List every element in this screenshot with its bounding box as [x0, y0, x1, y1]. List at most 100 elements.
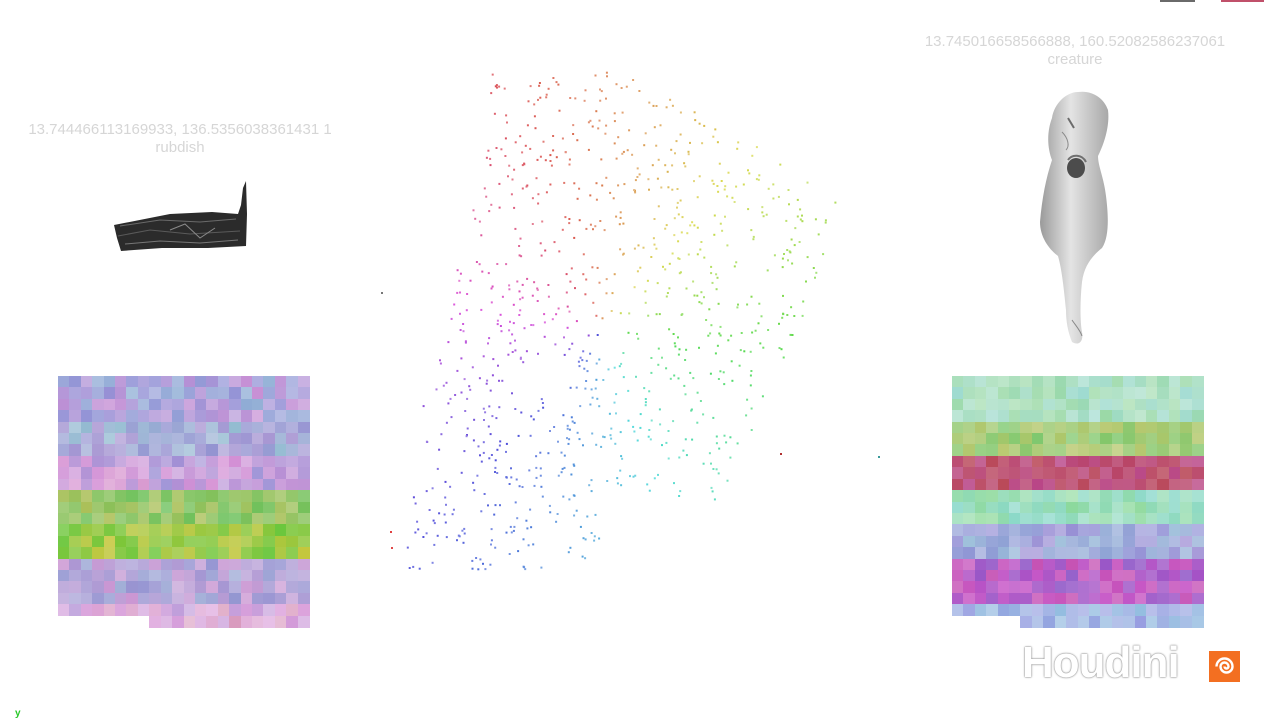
- mosaic-cell: [1088, 376, 1101, 388]
- mosaic-cell: [160, 455, 173, 468]
- left-mesh-object[interactable]: [114, 181, 247, 251]
- cloud-point: [584, 557, 587, 560]
- mosaic-cell: [997, 524, 1010, 537]
- cloud-point: [477, 568, 480, 571]
- cloud-point: [576, 197, 579, 200]
- mosaic-cell: [1088, 592, 1101, 605]
- mosaic-cell: [274, 444, 287, 457]
- cloud-point: [525, 519, 528, 522]
- mosaic-cell: [1123, 569, 1136, 582]
- mosaic-cell: [229, 433, 242, 446]
- cloud-point: [581, 359, 584, 362]
- cloud-point: [522, 565, 525, 568]
- cloud-point: [673, 482, 675, 485]
- cloud-point: [489, 157, 492, 160]
- cloud-point: [599, 99, 602, 102]
- cloud-point: [673, 234, 676, 237]
- mosaic-cell: [1031, 387, 1044, 400]
- mosaic-cell: [263, 421, 276, 434]
- mosaic-cell: [1066, 398, 1079, 411]
- cloud-point: [636, 332, 638, 335]
- mosaic-cell: [1077, 433, 1090, 446]
- cloud-point: [517, 550, 520, 553]
- cloud-point: [676, 206, 678, 209]
- mosaic-cell: [263, 490, 276, 503]
- mosaic-cell: [229, 467, 242, 480]
- cloud-point: [605, 292, 608, 295]
- mosaic-cell: [160, 615, 173, 628]
- cloud-point: [445, 503, 447, 506]
- mosaic-cell: [251, 569, 264, 582]
- mosaic-cell: [137, 478, 150, 491]
- mosaic-cell: [69, 410, 82, 423]
- cloud-point: [742, 183, 745, 186]
- cloud-point: [505, 263, 508, 266]
- cloud-point: [620, 362, 623, 365]
- right-creature-object[interactable]: [1040, 91, 1109, 344]
- cloud-point: [618, 223, 621, 226]
- cloud-point: [475, 261, 478, 263]
- cloud-point: [539, 155, 542, 158]
- mosaic-cell: [251, 455, 264, 468]
- cloud-point: [609, 434, 612, 437]
- mosaic-cell: [92, 433, 105, 446]
- mosaic-cell: [58, 478, 70, 491]
- cloud-point: [584, 293, 587, 296]
- cloud-point: [671, 252, 674, 255]
- cloud-point: [718, 162, 721, 165]
- mosaic-cell: [183, 512, 196, 525]
- mosaic-cell: [952, 581, 964, 594]
- window-button-minimize[interactable]: [1160, 0, 1195, 2]
- cloud-point: [750, 370, 753, 372]
- mosaic-cell: [126, 547, 139, 560]
- cloud-point: [657, 205, 660, 208]
- mosaic-cell: [229, 558, 242, 571]
- cloud-point: [481, 270, 484, 273]
- cloud-point: [500, 148, 503, 151]
- cloud-point: [456, 369, 459, 372]
- mosaic-cell: [297, 615, 310, 628]
- mosaic-cell: [240, 512, 253, 525]
- cloud-point: [712, 135, 715, 138]
- mosaic-cell: [1145, 512, 1158, 525]
- mosaic-cell: [194, 535, 207, 548]
- mosaic-cell: [1100, 376, 1113, 388]
- cloud-point: [473, 418, 476, 421]
- cloud-point: [414, 531, 417, 534]
- mosaic-cell: [58, 535, 70, 548]
- mosaic-cell: [69, 547, 82, 560]
- cloud-point: [512, 303, 515, 306]
- cloud-point: [659, 124, 662, 127]
- mosaic-cell: [1009, 387, 1022, 400]
- mosaic-cell: [1100, 501, 1113, 514]
- mosaic-cell: [1134, 512, 1147, 525]
- mosaic-cell: [80, 455, 93, 468]
- cloud-point: [584, 89, 587, 92]
- cloud-point: [752, 235, 755, 238]
- mosaic-cell: [1054, 512, 1067, 525]
- mosaic-cell: [172, 592, 185, 605]
- mosaic-cell: [286, 615, 299, 628]
- cloud-point: [678, 258, 681, 260]
- right-object-values: 13.745016658566888, 160.52082586237061: [924, 33, 1226, 50]
- cloud-point: [806, 256, 809, 259]
- mosaic-cell: [986, 410, 999, 423]
- cloud-point: [494, 504, 497, 507]
- mosaic-cell: [1031, 558, 1044, 571]
- mosaic-cell: [1191, 512, 1204, 525]
- mosaic-cell: [92, 398, 105, 411]
- mosaic-cell: [952, 398, 964, 411]
- cloud-point: [589, 194, 592, 197]
- mosaic-cell: [1168, 581, 1181, 594]
- mosaic-cell: [103, 433, 116, 446]
- cloud-point: [762, 215, 765, 218]
- window-button-close[interactable]: [1221, 0, 1264, 2]
- mosaic-cell: [217, 535, 230, 548]
- cloud-point: [693, 294, 696, 297]
- cloud-point: [760, 315, 763, 318]
- cloud-point: [480, 234, 483, 237]
- mosaic-cell: [1145, 398, 1158, 411]
- mosaic-cell: [1031, 398, 1044, 411]
- cloud-point: [703, 296, 705, 299]
